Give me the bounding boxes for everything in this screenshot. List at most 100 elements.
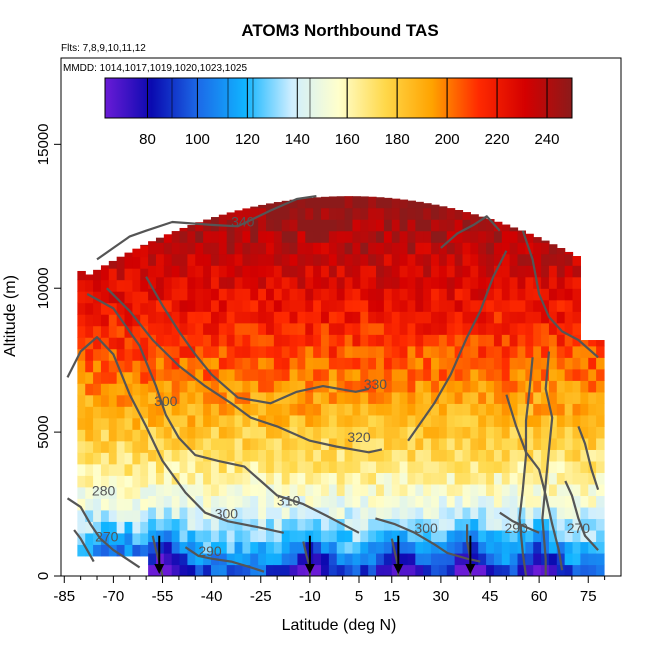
heatmap-cell [391,299,401,312]
heatmap-cell [289,219,299,232]
heatmap-cell [407,414,416,427]
heatmap-cell [116,498,126,511]
heatmap-cell [344,380,354,393]
heatmap-cell [399,449,409,462]
heatmap-cell [533,495,542,508]
heatmap-cell [478,495,487,508]
heatmap-cell [533,483,542,497]
heatmap-cell [77,348,86,361]
y-tick-label: 0 [35,572,52,580]
x-tick-label: 45 [482,588,499,605]
heatmap-cell [203,437,212,450]
x-tick-label: 60 [531,588,548,605]
heatmap-cell [179,253,189,266]
heatmap-cell [556,265,566,278]
heatmap-cell [250,564,259,576]
heatmap-cell [525,253,534,266]
heatmap-cell [210,518,220,531]
heatmap-cell [541,506,550,520]
heatmap-cell [368,242,377,255]
heatmap-cell [493,564,503,576]
heatmap-cell [250,276,259,289]
heatmap-cell [454,414,464,427]
heatmap-cell [250,207,259,220]
heatmap-cell [533,449,542,462]
heatmap-cell [226,265,236,278]
heatmap-cell [415,230,424,243]
x-tick-label: 5 [355,588,363,605]
heatmap-cell [187,345,196,358]
heatmap-cell [116,325,126,338]
heatmap-cell [556,449,566,462]
heatmap-cell [116,256,126,269]
heatmap-cell [588,449,597,462]
heatmap-cell [548,564,558,576]
heatmap-cell [210,506,220,520]
heatmap-cell [493,472,503,485]
heatmap-cell [163,311,173,324]
x-tick-label: -85 [53,588,75,605]
heatmap-cell [250,380,259,393]
heatmap-cell [305,357,314,370]
heatmap-cell [289,391,299,404]
heatmap-cell [501,368,511,381]
heatmap-cell [132,486,141,499]
heatmap-cell [281,357,291,370]
heatmap-cell [493,276,503,289]
heatmap-cell [493,552,503,566]
heatmap-cell [376,197,385,209]
heatmap-cell [462,212,471,220]
heatmap-cell [383,380,393,393]
heatmap-cell [454,219,464,232]
heatmap-cell [195,345,204,358]
heatmap-cell [368,368,377,381]
heatmap-cell [313,219,322,232]
heatmap-cell [478,380,487,393]
heatmap-cell [446,506,456,520]
heatmap-cell [391,288,401,301]
heatmap-cell [313,460,322,473]
heatmap-cell [572,276,581,289]
heatmap-cell [148,288,157,301]
heatmap-cell [93,475,102,488]
heatmap-cell [478,368,487,381]
heatmap-cell [438,299,448,312]
heatmap-cell [352,495,361,508]
heatmap-cell [218,345,228,358]
heatmap-cell [517,345,526,358]
heatmap-cell [391,437,401,450]
heatmap-cell [242,322,251,335]
heatmap-cell [328,219,338,232]
heatmap-cell [588,552,597,566]
heatmap-cell [250,506,259,520]
heatmap-cell [344,265,354,278]
heatmap-cell [163,253,173,266]
heatmap-cell [203,529,212,543]
heatmap-cell [486,403,495,416]
heatmap-cell [163,391,173,404]
heatmap-cell [85,509,94,522]
heatmap-cell [548,403,558,416]
heatmap-cell [218,322,228,335]
heatmap-cell [328,207,338,220]
heatmap-cell [493,506,503,520]
heatmap-cell [383,518,393,531]
heatmap-cell [478,230,487,243]
heatmap-cell [116,544,126,557]
heatmap-cell [258,230,267,243]
heatmap-cell [218,414,228,427]
heatmap-cell [376,391,385,404]
heatmap-cell [548,541,558,554]
heatmap-cell [399,426,409,439]
heatmap-cell [226,552,236,566]
heatmap-cell [596,518,605,531]
heatmap-cell [478,276,487,289]
heatmap-cell [281,276,291,289]
heatmap-cell [289,541,299,554]
heatmap-cell [328,541,338,554]
heatmap-cell [596,357,605,370]
heatmap-cell [501,265,511,278]
heatmap-cell [478,265,487,278]
heatmap-cell [132,371,141,384]
x-tick-label: 30 [433,588,450,605]
